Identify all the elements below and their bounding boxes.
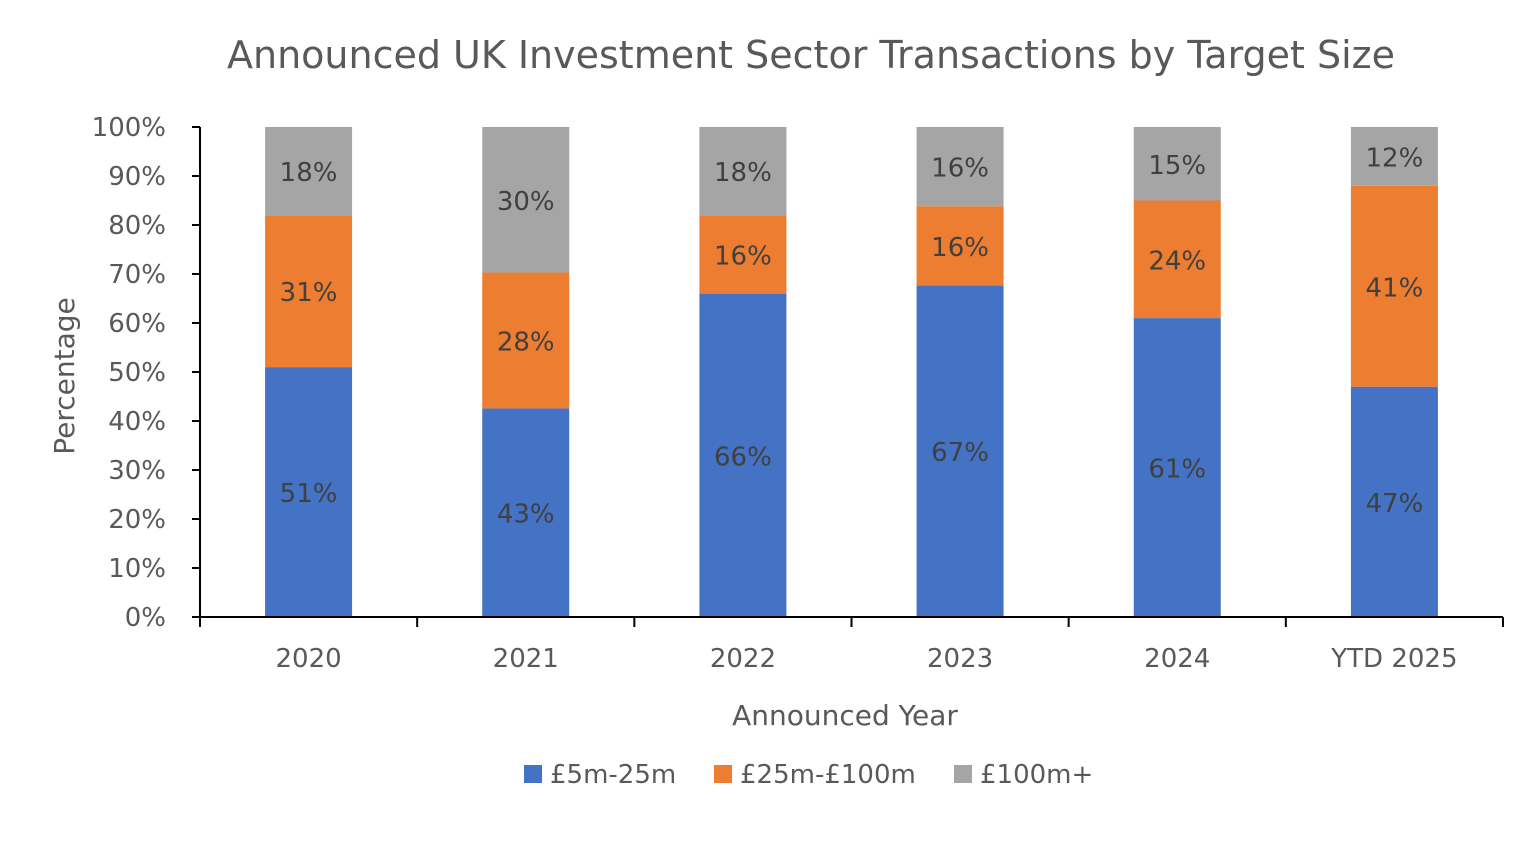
y-tick-label: 60% [108,309,166,339]
data-label: 67% [931,438,989,468]
x-tick-label: 2023 [927,644,993,674]
legend-label: £25m-£100m [740,760,916,790]
bar-segment [916,206,1004,286]
bar-segment [916,285,1004,617]
legend-swatch [714,765,732,783]
bar-segment [1350,185,1438,387]
bar-segment [482,272,570,409]
data-label: 18% [714,158,772,188]
data-label: 41% [1366,273,1424,303]
data-label: 16% [931,154,989,184]
bar-segment [1133,127,1221,201]
data-label: 66% [714,442,772,472]
y-tick-label: 50% [108,358,166,388]
bar-segment [916,127,1004,207]
bar-segment [482,408,570,617]
data-label: 61% [1148,455,1206,485]
bar-segment [699,293,787,617]
bar-segment [265,367,353,617]
bar-segment [1133,318,1221,617]
bar-segment [482,127,570,273]
bar-segment [1350,386,1438,617]
legend: £5m-25m £25m-£100m £100m+ [524,760,1093,790]
data-label: 16% [931,233,989,263]
bar-segment [265,215,353,368]
bar-segment [699,215,787,294]
legend-label: £100m+ [980,760,1093,790]
y-tick-label: 40% [108,407,166,437]
data-label: 16% [714,241,772,271]
x-tick-label: 2022 [710,644,776,674]
data-label: 28% [497,327,555,357]
data-label: 47% [1366,489,1424,519]
bar-segment [699,127,787,216]
bar-segment [265,127,353,216]
data-label: 30% [497,187,555,217]
bar-segment [1350,127,1438,186]
data-label: 15% [1148,151,1206,181]
data-label: 51% [280,479,338,509]
y-tick-label: 30% [108,456,166,486]
data-label: 18% [280,158,338,188]
x-axis-label: Announced Year [732,699,958,732]
y-tick-label: 80% [108,211,166,241]
bar-segment [1133,200,1221,319]
legend-swatch [954,765,972,783]
y-tick-label: 100% [92,113,166,143]
data-label: 24% [1148,246,1206,276]
x-tick-label: YTD 2025 [1330,644,1457,674]
y-tick-label: 70% [108,260,166,290]
data-label: 12% [1366,143,1424,173]
y-tick-label: 0% [125,603,166,633]
data-label: 31% [280,278,338,308]
y-tick-label: 20% [108,505,166,535]
legend-swatch [524,765,542,783]
x-tick-label: 2024 [1144,644,1210,674]
y-tick-label: 90% [108,162,166,192]
x-tick-label: 2020 [275,644,341,674]
legend-label: £5m-25m [550,760,676,790]
chart-title: Announced UK Investment Sector Transacti… [227,33,1395,77]
x-tick-label: 2021 [493,644,559,674]
y-axis-label: Percentage [48,297,81,455]
y-tick-label: 10% [108,554,166,584]
data-label: 43% [497,500,555,530]
